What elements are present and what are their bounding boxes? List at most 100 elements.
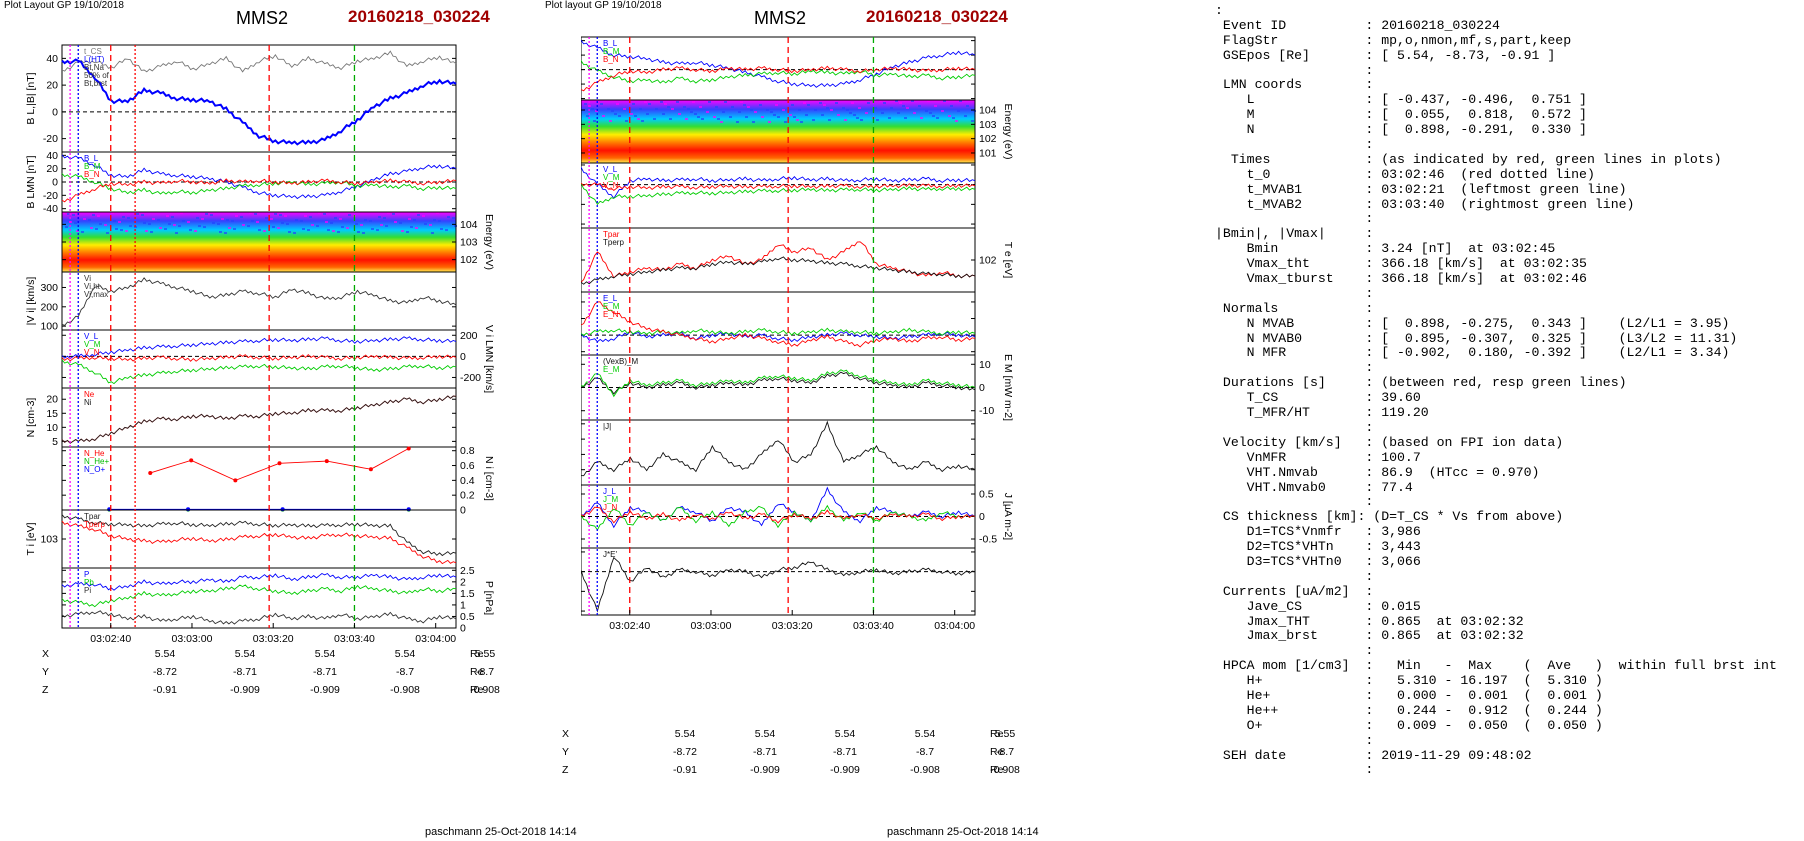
summary-line: D1=TCS*Vnmfr : 3,986 [1215,524,1421,540]
spectrogram-speckle [415,227,418,229]
spectrogram-speckle [198,225,201,227]
spectrogram-speckle [300,220,303,222]
y-tick-label: 15 [46,408,58,420]
data-point [148,470,153,475]
spectrogram-speckle [934,105,937,107]
panel: 10 0 -10 E M [mW m-2] (VexB)_ME_M [581,354,1014,421]
spectrogram-speckle [272,226,275,228]
spectrogram-speckle [90,227,93,229]
pos-label: X [42,648,50,660]
spectrogram-speckle [932,115,935,117]
spectrogram-speckle [65,226,68,228]
summary-line: T_MFR/HT : 119.20 [1215,405,1429,421]
y-axis-label: E M [mW m-2] [1002,354,1014,421]
spectrogram-speckle [194,230,197,232]
spectrogram-speckle [777,116,780,118]
legend-entry: J*E' [603,550,617,559]
spectrogram-speckle [284,215,287,217]
spectrogram-speckle [867,102,870,104]
y-tick-label: 1.5 [460,588,475,600]
spectrogram-speckle [738,111,741,113]
spectrogram-speckle [754,111,757,113]
spectrogram-speckle [288,231,291,233]
summary-line: Durations [s] : (between red, resp green… [1215,375,1627,391]
footer-credit: paschmann 25-Oct-2018 14:14 [887,826,1039,838]
spectrogram-speckle [837,114,840,116]
spectrogram-speckle [113,220,116,222]
spectrogram-speckle [819,102,822,104]
pos-label: Y [42,666,50,678]
spectrogram-speckle [438,220,441,222]
summary-line: O+ : 0.009 - 0.050 ( 0.050 ) [1215,717,1603,733]
spectrogram-speckle [849,112,852,114]
spectrogram-speckle [883,102,886,104]
spectrogram-speckle [369,220,372,222]
legend-entry: Vi [84,274,91,283]
spectrogram-speckle [740,101,743,103]
spectrogram-speckle [304,215,307,217]
y-tick-label: 0.4 [460,475,475,487]
summary-line: Vmax_tburst : 366.18 [km/s] at 03:02:46 [1215,271,1587,287]
spectrogram-speckle [630,113,633,115]
summary-line: : [1215,137,1374,153]
spectrogram-speckle [378,216,381,218]
y-axis-label: B LMN [nT] [25,155,37,208]
spectrogram-speckle [851,102,854,104]
summary-line: : [1215,360,1374,376]
panel-frame [61,44,457,153]
y-tick-label: -20 [43,190,58,202]
spectrogram-speckle [639,108,642,110]
y-tick-label: 103 [40,534,58,546]
pos-value: -0.909 [830,764,860,776]
spectrogram-speckle [445,229,448,231]
y-tick-label: -10 [979,405,994,417]
spectrogram-speckle [593,120,596,122]
spectrogram-speckle [913,112,916,114]
y-tick-label: -200 [460,372,481,384]
spectrogram-speckle [957,110,960,112]
y-tick-label: 20 [46,163,58,175]
pos-unit: Re [990,746,1004,758]
series-line [61,154,457,200]
spectrogram-speckle [821,114,824,116]
spectrogram-speckle [178,225,181,227]
spectrogram-speckle [812,119,815,121]
legend-entry: P [84,570,89,579]
legend-entry: Vi,max [84,290,108,299]
spectrogram-speckle [231,220,234,222]
summary-line: : [1215,568,1374,584]
event-title: 20160218_030224 [348,7,490,26]
spectrogram-speckle [634,115,637,117]
spectrogram-speckle [858,107,861,109]
spectrogram-speckle [171,216,174,218]
spectrogram-speckle [860,119,863,121]
spectrogram-speckle [713,116,716,118]
spectrogram-speckle [88,219,91,221]
spectrogram-speckle [602,115,605,117]
series-line [61,359,457,385]
pos-value: 5.54 [914,728,936,740]
summary-line: : [1215,643,1374,659]
spectrogram-speckle [798,109,801,111]
summary-line: Event ID : 20160218_030224 [1215,17,1500,33]
spectrogram-speckle [662,113,665,115]
pos-label: Z [42,684,49,696]
summary-line: HPCA mom [1/cm3] : Min - Max ( Ave ) wit… [1215,658,1777,674]
spectrogram-speckle [145,230,148,232]
pos-unit: Re [470,666,484,678]
series-line [581,166,976,200]
spectrogram-speckle [678,113,681,115]
spectrogram-speckle [616,103,619,105]
spectrogram-speckle [265,217,268,219]
spectrogram-speckle [212,222,215,224]
spectrogram-speckle [143,222,146,224]
spectrogram-speckle [888,117,891,119]
spectrogram-speckle [964,115,967,117]
spectrogram-speckle [865,112,868,114]
pos-value: -8.7 [475,666,495,678]
spectrogram-speckle [899,102,902,104]
spectrogram-speckle [736,121,739,123]
spectrogram-speckle [773,114,776,116]
